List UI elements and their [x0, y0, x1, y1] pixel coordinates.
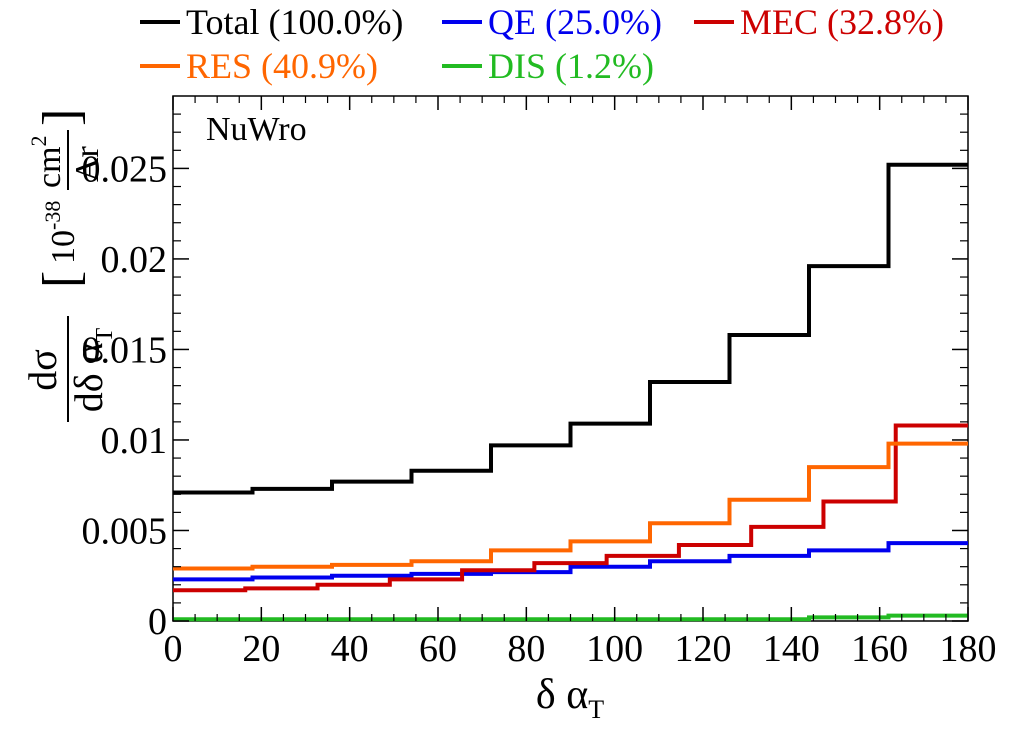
x-axis-label: δ αT [536, 672, 604, 724]
x-tick-label: 160 [851, 628, 908, 670]
series-line-dis [173, 613, 968, 622]
legend-label: Total (100.0%) [186, 2, 403, 42]
y-label-unit-exp: 10-38 [40, 201, 82, 264]
svg-text:δ αT: δ αT [536, 672, 604, 724]
y-tick-label: 0 [148, 601, 167, 643]
x-tick-label: 120 [675, 628, 732, 670]
y-label-bracket-open: [ [33, 271, 90, 288]
series-line-qe [173, 541, 968, 582]
y-label-bracket-close: ] [33, 109, 90, 126]
y-label-unit-pow: -38 [40, 201, 65, 230]
legend-item-qe: QE (25.0%) [442, 2, 662, 42]
series-line-total [173, 162, 968, 495]
legend-label: RES (40.9%) [186, 46, 378, 86]
legend-label: DIS (1.2%) [488, 46, 654, 86]
y-label-numerator: dσ [20, 349, 65, 391]
y-label-den-main: dδ α [66, 342, 111, 412]
legend-item-res: RES (40.9%) [140, 46, 378, 86]
nuwro-annotation: NuWro [206, 111, 307, 148]
x-tick-label: 140 [763, 628, 820, 670]
y-tick-label: 0.015 [82, 329, 168, 371]
y-tick-label: 0.02 [101, 239, 168, 281]
legend-label: MEC (32.8%) [740, 2, 944, 42]
legend-item-dis: DIS (1.2%) [442, 46, 654, 86]
y-label-unit-denominator: Ar [69, 145, 106, 182]
y-axis-label: dσ dδ αT [ 10-38 cm2 Ar ] [20, 109, 118, 422]
x-tick-label: 20 [242, 628, 280, 670]
x-tick-label: 80 [507, 628, 545, 670]
y-tick-label: 0.025 [82, 148, 168, 190]
x-axis-label-main: δ α [536, 672, 588, 718]
x-axis-label-sub: T [588, 695, 604, 724]
legend-item-total: Total (100.0%) [140, 2, 403, 42]
y-label-den-sub: T [92, 327, 118, 342]
legend-label: QE (25.0%) [488, 2, 662, 42]
series-group [173, 162, 968, 622]
series-line-mec [173, 423, 968, 593]
x-tick-label: 100 [586, 628, 643, 670]
y-label-unit-numerator: cm2 [26, 135, 68, 188]
y-label-unit-cm: cm [31, 146, 68, 188]
ticks-group: 0 20 40 60 80 100 120 140 160 180 0 0.005 0.01 0.015 0… [82, 96, 997, 670]
y-label-unit-ten: 10 [45, 230, 82, 264]
y-label-denominator: dδ αT [66, 327, 118, 412]
legend-item-mec: MEC (32.8%) [694, 2, 944, 42]
x-tick-label: 60 [419, 628, 457, 670]
y-label-unit-cm-pow: 2 [26, 135, 51, 146]
legend: Total (100.0%) QE (25.0%) MEC (32.8%) RES (… [140, 2, 944, 86]
x-tick-label: 40 [331, 628, 369, 670]
x-tick-label: 0 [164, 628, 183, 670]
x-tick-label: 180 [940, 628, 997, 670]
y-tick-label: 0.005 [82, 510, 168, 552]
series-line-res [173, 441, 968, 571]
y-tick-label: 0.01 [101, 420, 168, 462]
